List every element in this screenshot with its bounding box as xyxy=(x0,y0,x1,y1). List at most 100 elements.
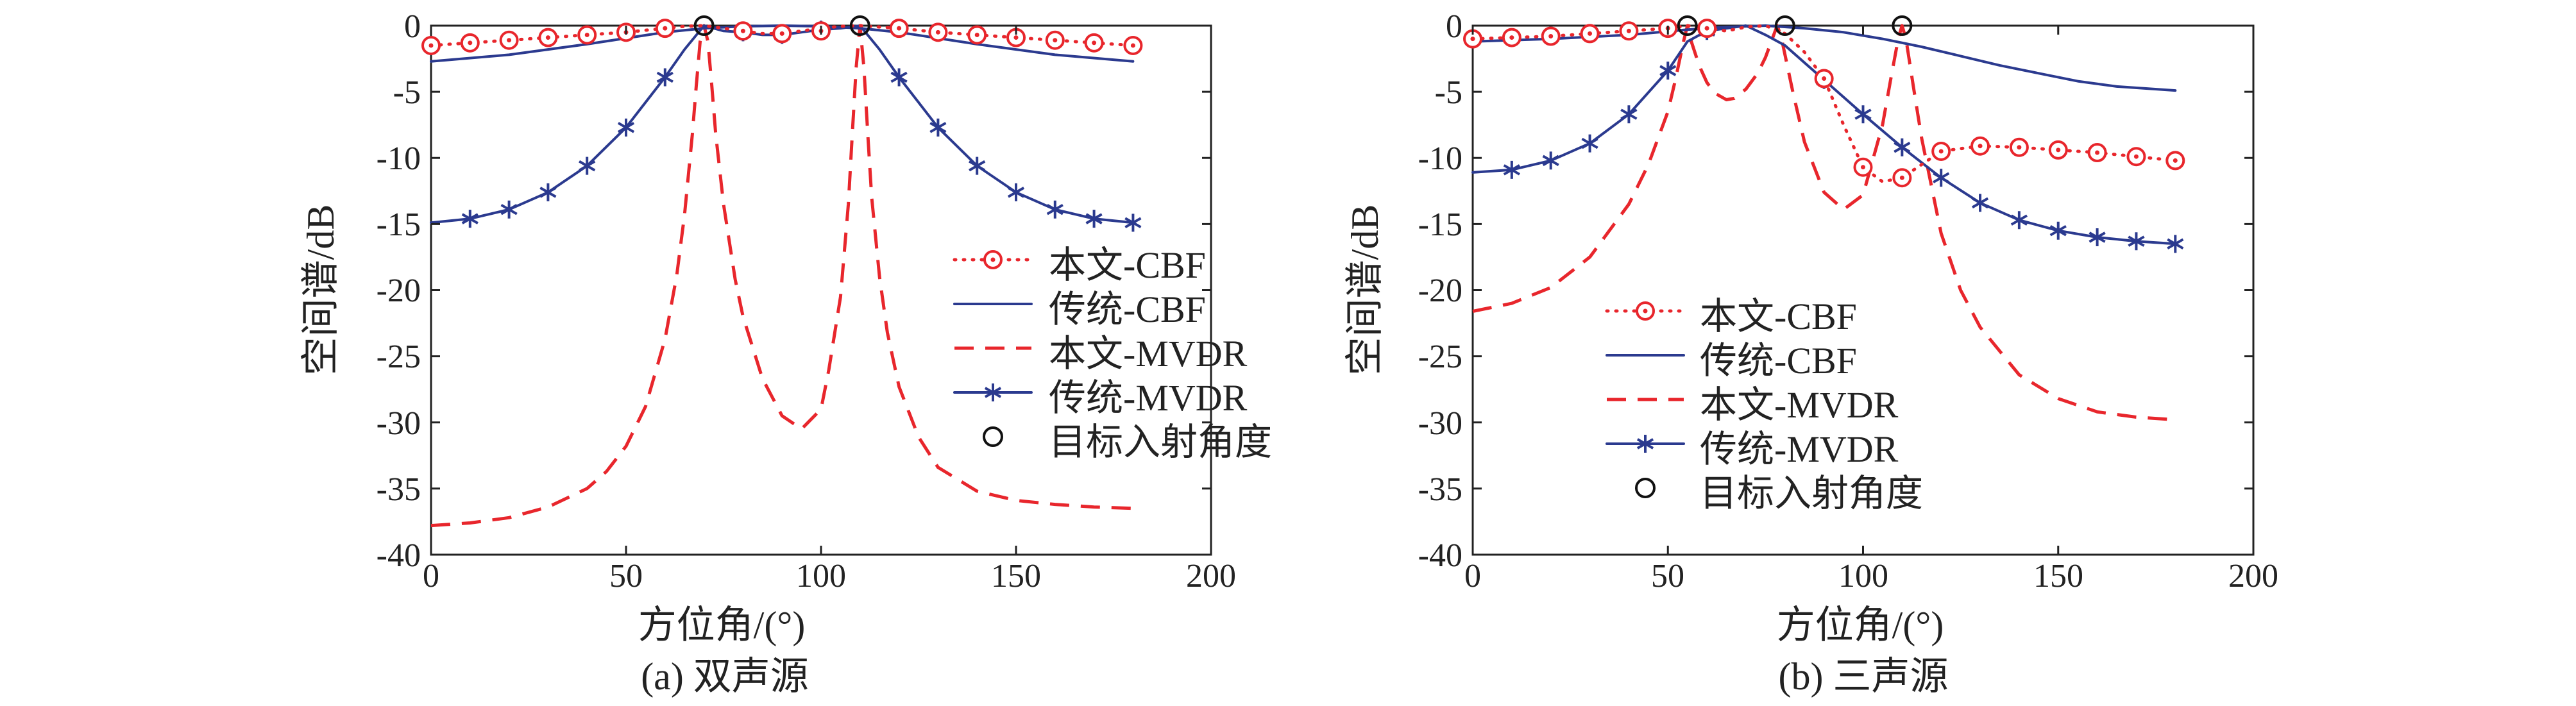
traditional-mvdr-marker xyxy=(1085,210,1103,228)
ours-cbf-marker-dot xyxy=(1626,28,1631,33)
target-angle-marker xyxy=(849,15,870,36)
target-angle-marker xyxy=(693,15,715,36)
traditional-cbf-series xyxy=(1471,24,2177,92)
ours-cbf-marker-dot xyxy=(468,40,473,46)
y-tick-label: -35 xyxy=(377,471,421,508)
ours-cbf-marker-dot xyxy=(740,28,745,33)
ours-cbf-marker-dot xyxy=(2017,145,2022,150)
traditional-mvdr-marker xyxy=(969,156,986,175)
ours-cbf-marker-dot xyxy=(897,26,902,31)
ours-cbf-marker-dot xyxy=(1588,31,1593,36)
legend-label: 传统-MVDR xyxy=(1049,377,1248,419)
traditional-mvdr-marker xyxy=(1503,160,1520,179)
y-tick-label: -5 xyxy=(1435,74,1462,111)
traditional-mvdr-marker xyxy=(1124,214,1142,232)
panel-caption: (a) 双声源 xyxy=(641,655,809,698)
x-tick-label: 50 xyxy=(1651,558,1684,594)
legend-label: 传统-CBF xyxy=(1700,340,1857,382)
ours-cbf-marker-dot xyxy=(2095,150,2100,155)
x-axis-label: 方位角/(°) xyxy=(1777,604,1944,646)
y-tick-label: -35 xyxy=(1418,471,1462,508)
ours-cbf-marker-dot xyxy=(584,32,589,37)
target-angle-marker xyxy=(1677,15,1698,36)
traditional-mvdr-marker xyxy=(617,118,635,137)
x-tick-label: 100 xyxy=(796,558,846,594)
ours-cbf-marker-dot xyxy=(1013,35,1019,40)
ours-mvdr-series xyxy=(430,24,1133,528)
legend-label: 本文-CBF xyxy=(1049,244,1206,286)
y-tick-label: -5 xyxy=(393,74,421,111)
ours-cbf-marker-dot xyxy=(1092,40,1097,46)
traditional-mvdr-marker xyxy=(1971,194,1989,212)
legend-target-angle-marker xyxy=(983,426,1003,447)
ours-cbf-marker-dot xyxy=(1130,43,1135,48)
y-tick-label: -25 xyxy=(377,339,421,375)
ours-cbf-marker-dot xyxy=(545,35,550,40)
ours-cbf-marker-dot xyxy=(1822,76,1827,81)
ours-cbf-marker-dot xyxy=(2056,147,2061,153)
y-tick-label: -40 xyxy=(1418,537,1462,574)
y-tick-label: -10 xyxy=(1418,140,1462,177)
target-angle-series xyxy=(693,15,870,36)
legend: 本文-CBF 传统-CBF 本文-MVDR 传统-MVDR 目标入射角度 xyxy=(1605,296,1923,514)
panel-a: 0 50 100 150 200 0 -5 -10 -15 -20 -25 -3… xyxy=(300,8,1272,698)
ours-cbf-marker-dot xyxy=(1053,38,1058,43)
traditional-mvdr-marker xyxy=(1933,169,1950,187)
ours-cbf-marker-dot xyxy=(935,29,940,35)
traditional-mvdr-marker xyxy=(1894,138,1911,156)
traditional-mvdr-marker xyxy=(539,183,557,201)
legend-label: 目标入射角度 xyxy=(1700,473,1923,514)
series-layer xyxy=(421,15,1143,528)
y-tick-label: -20 xyxy=(1418,273,1462,309)
traditional-mvdr-marker xyxy=(2167,235,2184,253)
traditional-mvdr-marker xyxy=(1046,200,1063,219)
x-tick-label: 200 xyxy=(2228,558,2278,594)
x-tick-label: 0 xyxy=(423,558,439,594)
ours-cbf-marker-dot xyxy=(779,31,784,36)
ours-cbf-marker-dot xyxy=(2133,154,2139,159)
ours-cbf-marker-dot xyxy=(507,38,512,43)
ours-cbf-line xyxy=(1471,24,2177,183)
legend-label: 传统-MVDR xyxy=(1700,428,1899,470)
axis-ticks xyxy=(430,24,1212,556)
x-tick-label: 150 xyxy=(2033,558,2083,594)
legend-target-angle-marker xyxy=(1635,478,1656,498)
axis-ticks xyxy=(1471,24,2255,556)
x-tick-label: 0 xyxy=(1464,558,1481,594)
traditional-mvdr-series xyxy=(1471,22,2184,253)
y-tick-label: 0 xyxy=(404,8,421,45)
ours-cbf-marker-dot xyxy=(974,32,979,37)
ours-cbf-marker-dot xyxy=(1548,34,1554,38)
ours-cbf-series xyxy=(421,19,1143,55)
ours-cbf-marker-dot xyxy=(428,43,434,48)
legend-label: 本文-CBF xyxy=(1700,296,1857,337)
ours-cbf-marker-dot xyxy=(2173,158,2178,163)
legend-label: 目标入射角度 xyxy=(1049,421,1272,463)
y-tick-label: -20 xyxy=(377,273,421,309)
x-tick-label: 100 xyxy=(1838,558,1888,594)
traditional-mvdr-marker xyxy=(2128,232,2145,251)
legend-traditional-mvdr-marker xyxy=(984,383,1002,401)
y-axis-label: 空间谱/dB xyxy=(300,205,342,376)
target-angle-series xyxy=(1677,15,1913,36)
traditional-mvdr-line xyxy=(1471,24,2177,246)
y-tick-labels: 0 -5 -10 -15 -20 -25 -30 -35 -40 xyxy=(377,8,421,574)
x-tick-label: 150 xyxy=(991,558,1041,594)
y-tick-label: -25 xyxy=(1418,339,1462,375)
y-tick-label: 0 xyxy=(1446,8,1462,45)
y-tick-labels: 0 -5 -10 -15 -20 -25 -30 -35 -40 xyxy=(1418,8,1462,574)
legend: 本文-CBF 传统-CBF 本文-MVDR 传统-MVDR 目标入射角度 xyxy=(953,244,1272,463)
ours-cbf-marker-dot xyxy=(663,26,668,31)
legend-label: 传统-CBF xyxy=(1049,289,1206,330)
traditional-mvdr-marker xyxy=(579,156,596,175)
traditional-mvdr-marker xyxy=(1659,62,1677,80)
legend-label: 本文-MVDR xyxy=(1700,384,1899,426)
ours-cbf-marker-dot xyxy=(1704,26,1709,31)
ours-cbf-marker-dot xyxy=(1938,149,1944,154)
legend-ours-cbf-marker-dot xyxy=(1643,308,1648,314)
y-tick-label: -10 xyxy=(377,140,421,177)
x-tick-label: 50 xyxy=(609,558,643,594)
target-angle-marker xyxy=(1892,15,1913,36)
y-tick-label: -30 xyxy=(377,405,421,442)
ours-cbf-marker-dot xyxy=(1899,175,1904,180)
